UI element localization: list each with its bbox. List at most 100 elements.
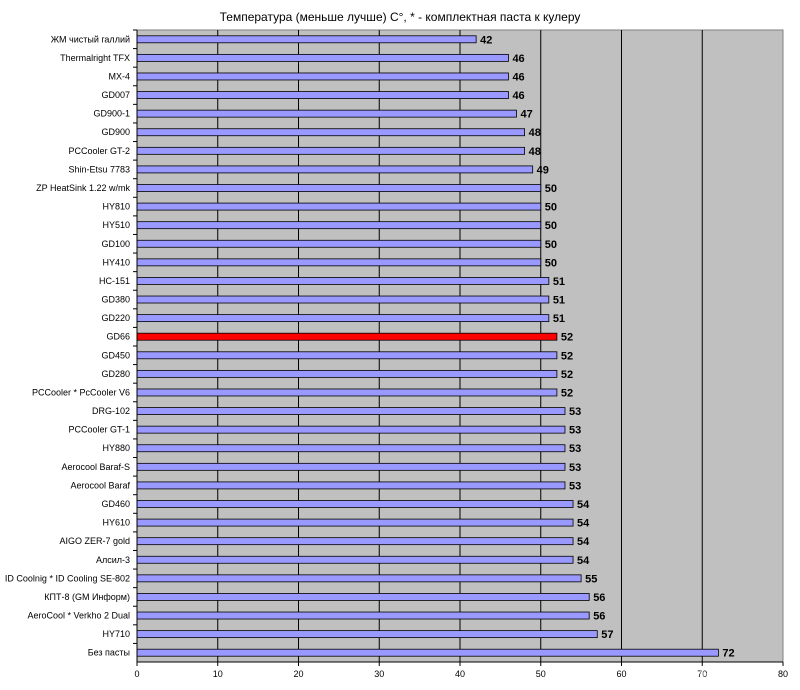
bar [136, 128, 526, 137]
value-label: 56 [593, 611, 605, 623]
category-label: HY610 [102, 518, 130, 528]
bar [136, 239, 542, 248]
category-label: GD380 [101, 295, 130, 305]
bar [136, 184, 542, 192]
bar [136, 202, 542, 211]
value-label: 47 [521, 109, 533, 121]
category-label: GD220 [101, 313, 130, 323]
x-tick-label: 80 [778, 669, 788, 679]
category-label: Shin-Etsu 7783 [68, 164, 130, 174]
value-label: 42 [480, 34, 492, 46]
value-label: 55 [585, 573, 597, 585]
bar [136, 407, 566, 415]
value-label: 51 [553, 295, 565, 307]
category-label: PCCooler GT-2 [68, 146, 130, 156]
bar [136, 462, 566, 471]
category-label: HY710 [102, 629, 130, 639]
category-label: PCCooler * PcCooler V6 [32, 387, 130, 397]
category-label: HY810 [102, 202, 130, 212]
value-label: 52 [561, 387, 573, 399]
bar [136, 388, 558, 397]
value-label: 48 [529, 127, 541, 139]
value-label: 50 [545, 257, 557, 269]
value-label: 46 [512, 71, 524, 83]
category-label: GD007 [101, 90, 130, 100]
value-label: 51 [553, 276, 565, 288]
value-label: 50 [545, 183, 557, 195]
bar [136, 221, 542, 230]
category-label: HY880 [102, 443, 130, 453]
x-tick-label: 30 [374, 669, 384, 679]
value-label: 53 [569, 462, 581, 474]
category-label: MX-4 [108, 71, 130, 81]
bar [136, 611, 590, 620]
bar [136, 500, 574, 508]
value-label: 53 [569, 443, 581, 455]
bar [136, 109, 517, 118]
value-label: 54 [577, 499, 590, 511]
bar [136, 351, 558, 360]
watermark-logo: IXBT [676, 662, 731, 689]
value-label: 54 [577, 536, 590, 548]
category-label: GD450 [101, 350, 130, 360]
category-label: ID Coolnig * ID Cooling SE-802 [5, 573, 130, 583]
value-label: 53 [569, 425, 581, 437]
bar [136, 537, 574, 546]
bar [136, 35, 477, 44]
bars [136, 35, 719, 657]
bar [136, 593, 590, 601]
bar [136, 555, 574, 564]
x-tick-label: 70 [697, 669, 707, 679]
value-label: 52 [561, 350, 573, 362]
value-label: 49 [537, 164, 549, 176]
category-label: GD900-1 [93, 109, 130, 119]
value-label: 50 [545, 220, 557, 232]
bar [136, 295, 550, 304]
bar [136, 165, 534, 174]
value-label: 54 [577, 555, 590, 567]
category-label: КПТ-8 (GM Информ) [44, 592, 130, 602]
bar [136, 369, 558, 378]
category-label: ZP HeatSink 1.22 w/mk [36, 183, 130, 193]
bar [136, 146, 526, 155]
bar [136, 332, 558, 341]
category-label: DRG-102 [92, 406, 130, 416]
category-label: HY510 [102, 220, 130, 230]
value-label: 52 [561, 369, 573, 381]
category-label: HC-151 [99, 276, 130, 286]
value-label: 57 [601, 629, 613, 641]
bar [136, 258, 542, 267]
value-label: 46 [512, 90, 524, 102]
category-label: HY410 [102, 257, 130, 267]
category-label: GD280 [101, 369, 130, 379]
category-label: Без пасты [88, 648, 130, 658]
category-label: Thermalright TFX [60, 53, 130, 63]
value-label: 56 [593, 592, 605, 604]
category-label: AIGO ZER-7 gold [59, 536, 130, 546]
bar [136, 444, 566, 453]
category-label: GD900 [101, 127, 130, 137]
category-label: GD460 [101, 499, 130, 509]
bar [136, 72, 509, 81]
value-label: 52 [561, 332, 573, 344]
category-label: Aerocool Baraf-S [61, 462, 130, 472]
bar [136, 648, 719, 657]
x-tick-label: 60 [616, 669, 626, 679]
value-label: 51 [553, 313, 565, 325]
category-label: Алсил-3 [96, 555, 130, 565]
value-labels: 42 46 46 46 47 48 48 49 50 50 50 50 50 51 51 51 52 52 52 52… [480, 34, 735, 659]
bar [136, 425, 566, 434]
bar [136, 481, 566, 490]
value-label: 54 [577, 518, 590, 530]
value-label: 53 [569, 480, 581, 492]
category-label: GD100 [101, 239, 130, 249]
chart-title: Температура (меньше лучше) С°, * - компл… [219, 10, 581, 24]
value-label: 48 [529, 146, 541, 158]
category-labels: ЖМ чистый галлий Thermalright TFX MX-4 GD00… [5, 29, 137, 658]
category-label: ЖМ чистый галлий [51, 34, 130, 44]
bar [136, 91, 509, 99]
x-tick-label: 50 [536, 669, 546, 679]
bar [136, 314, 550, 323]
category-label: GD66 [106, 332, 130, 342]
